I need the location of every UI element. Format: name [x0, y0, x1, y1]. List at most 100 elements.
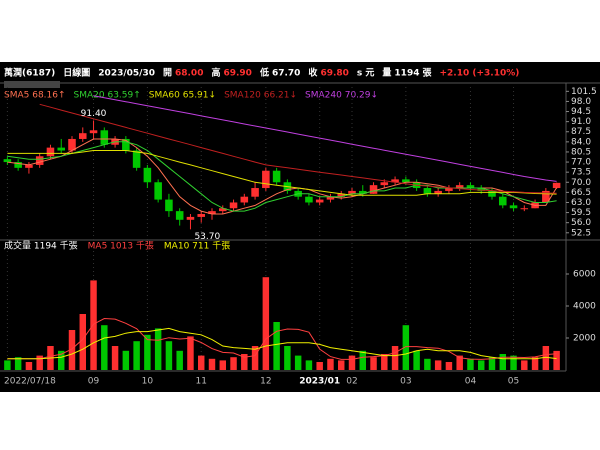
volume-bar	[488, 357, 496, 370]
candle-body	[520, 208, 529, 210]
candle-body	[229, 202, 238, 209]
candle-body	[186, 216, 195, 220]
y-tick-label: 70.0	[571, 178, 591, 188]
volume-bar	[90, 280, 97, 370]
volume-bar	[14, 357, 22, 370]
header-item: 量	[382, 67, 391, 79]
y-tick-label: 98.0	[571, 97, 591, 107]
volume-bar	[381, 354, 388, 370]
volume-bar	[434, 360, 442, 370]
x-tick-label: 02	[346, 377, 357, 387]
candle-body	[89, 130, 98, 134]
x-tick-label: 2022/07/18	[4, 377, 56, 387]
header-item: 日線圖	[63, 67, 90, 79]
y-tick-label: 66.5	[571, 188, 591, 198]
volume-bar	[305, 360, 313, 370]
volume-bar	[198, 355, 205, 370]
x-tick-label: 2023/01	[299, 377, 340, 387]
candle-body	[219, 208, 227, 212]
volume-bar	[122, 350, 130, 370]
chart-background	[0, 62, 600, 392]
volume-bar	[208, 358, 216, 370]
volume-y-tick-label: 2000	[573, 334, 596, 344]
legend-entry: SMA60 65.91↓	[149, 91, 216, 101]
volume-bar	[413, 350, 420, 370]
volume-bar	[467, 358, 474, 370]
legend-entry: SMA240 70.29↓	[305, 91, 378, 101]
candle-body	[488, 190, 496, 197]
volume-legend: MA5 1013 千張	[88, 241, 154, 252]
candle-body	[445, 188, 453, 191]
annotation: 91.40	[81, 109, 107, 119]
volume-bar	[251, 346, 259, 370]
candle-body	[402, 179, 410, 183]
candle-body	[262, 170, 270, 189]
candle-body	[165, 199, 173, 212]
volume-bar	[338, 360, 345, 370]
header-item: 開	[163, 68, 172, 79]
candle-body	[79, 133, 87, 139]
volume-y-tick-label: 6000	[573, 270, 596, 280]
candle-body	[3, 159, 12, 163]
header-item: 68.00	[175, 69, 203, 79]
header-item: s 元	[357, 68, 375, 79]
y-tick-label: 59.5	[571, 208, 591, 218]
candle-body	[143, 167, 152, 183]
volume-legend: 成交量 1194 千張	[4, 240, 78, 252]
volume-bar	[402, 325, 410, 370]
volume-bar	[348, 355, 356, 370]
candle-body	[132, 150, 141, 168]
x-tick-label: 04	[465, 377, 477, 387]
volume-bar	[187, 336, 194, 370]
y-tick-label: 56.0	[571, 218, 591, 228]
volume-bar	[176, 350, 183, 370]
volume-bar	[101, 325, 108, 370]
y-tick-label: 94.5	[571, 107, 591, 117]
candle-body	[434, 190, 442, 194]
candle-body	[208, 211, 216, 215]
volume-bar	[316, 362, 323, 370]
header-item: +2.10 (+3.10%)	[440, 69, 520, 79]
candle-body	[455, 185, 464, 189]
volume-bar	[478, 360, 485, 370]
volume-bar	[79, 314, 86, 370]
y-tick-label: 80.5	[571, 147, 591, 157]
x-tick-label: 11	[196, 377, 207, 387]
y-tick-label: 77.0	[571, 158, 591, 168]
volume-bar	[144, 334, 151, 370]
candle-body	[57, 147, 65, 151]
ma-line	[39, 103, 557, 194]
candle-body	[315, 199, 324, 203]
candle-body	[499, 196, 507, 206]
candle-body	[380, 182, 389, 186]
toolbar-icons	[4, 81, 60, 88]
volume-bar	[4, 360, 11, 370]
x-tick-label: 09	[88, 377, 100, 387]
y-tick-label: 63.0	[571, 198, 591, 208]
candle-body	[251, 188, 259, 197]
candle-body	[240, 196, 249, 203]
candle-body	[197, 214, 205, 217]
candle-body	[305, 196, 313, 203]
volume-bar	[262, 277, 270, 370]
volume-y-tick-label: 4000	[573, 302, 596, 312]
ma-line	[7, 141, 557, 212]
volume-bar	[111, 346, 119, 370]
header-item: 67.70	[272, 69, 300, 79]
ma-line	[93, 95, 557, 182]
volume-bar	[230, 357, 237, 370]
candle-body	[46, 147, 55, 157]
volume-bar	[542, 346, 550, 370]
y-tick-label: 101.5	[571, 87, 597, 97]
candle-body	[326, 196, 335, 200]
header-item: 收	[308, 67, 317, 79]
volume-ma-line	[7, 317, 557, 360]
volume-bar	[68, 330, 76, 370]
legend-entry: SMA120 66.21↓	[224, 91, 297, 101]
candle-body	[154, 182, 162, 200]
y-tick-label: 91.0	[571, 117, 591, 127]
volume-bar	[294, 355, 302, 370]
volume-bar	[165, 341, 173, 370]
volume-bar	[241, 354, 248, 370]
candle-body	[68, 138, 76, 151]
